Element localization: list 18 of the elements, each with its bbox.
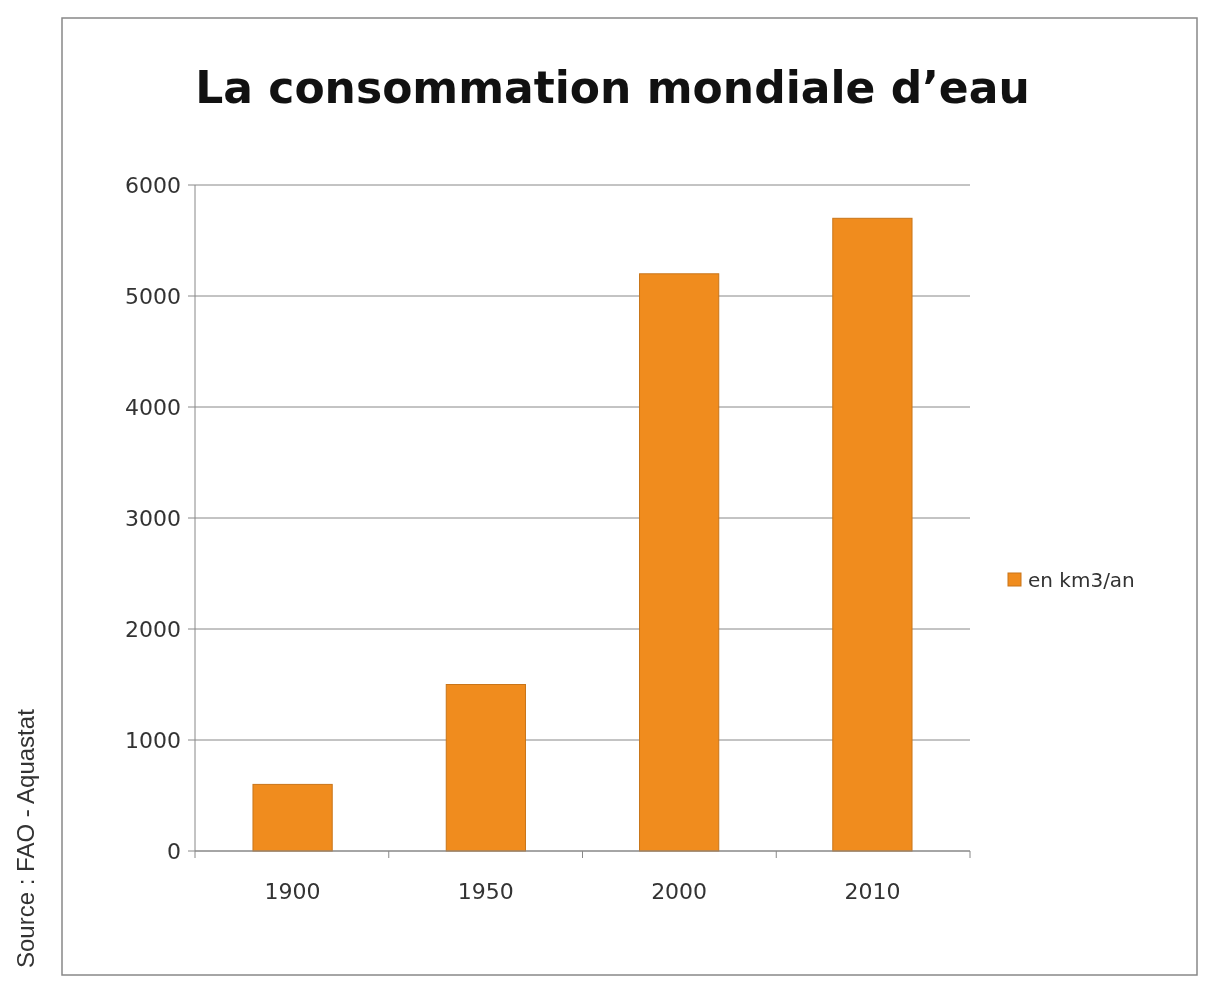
bar <box>832 217 913 852</box>
legend-label: en km3/an <box>1028 568 1135 592</box>
y-tick-label: 0 <box>167 838 181 864</box>
bar <box>445 684 526 852</box>
source-note: Source : FAO - Aquastat <box>12 708 39 968</box>
y-tick-label: 6000 <box>125 172 181 198</box>
bar <box>639 273 720 852</box>
y-tick-label: 3000 <box>125 505 181 531</box>
x-tick-label: 1900 <box>264 879 321 904</box>
x-tick-label: 1950 <box>457 879 514 904</box>
chart-title: La consommation mondiale d’eau <box>195 62 1030 113</box>
y-tick-label: 2000 <box>125 616 181 642</box>
bar <box>252 783 333 852</box>
x-tick-label: 2010 <box>844 879 901 904</box>
y-tick-label: 4000 <box>125 394 181 420</box>
x-tick-label: 2000 <box>651 879 708 904</box>
y-tick-label: 1000 <box>125 727 181 753</box>
y-tick-label: 5000 <box>125 283 181 309</box>
